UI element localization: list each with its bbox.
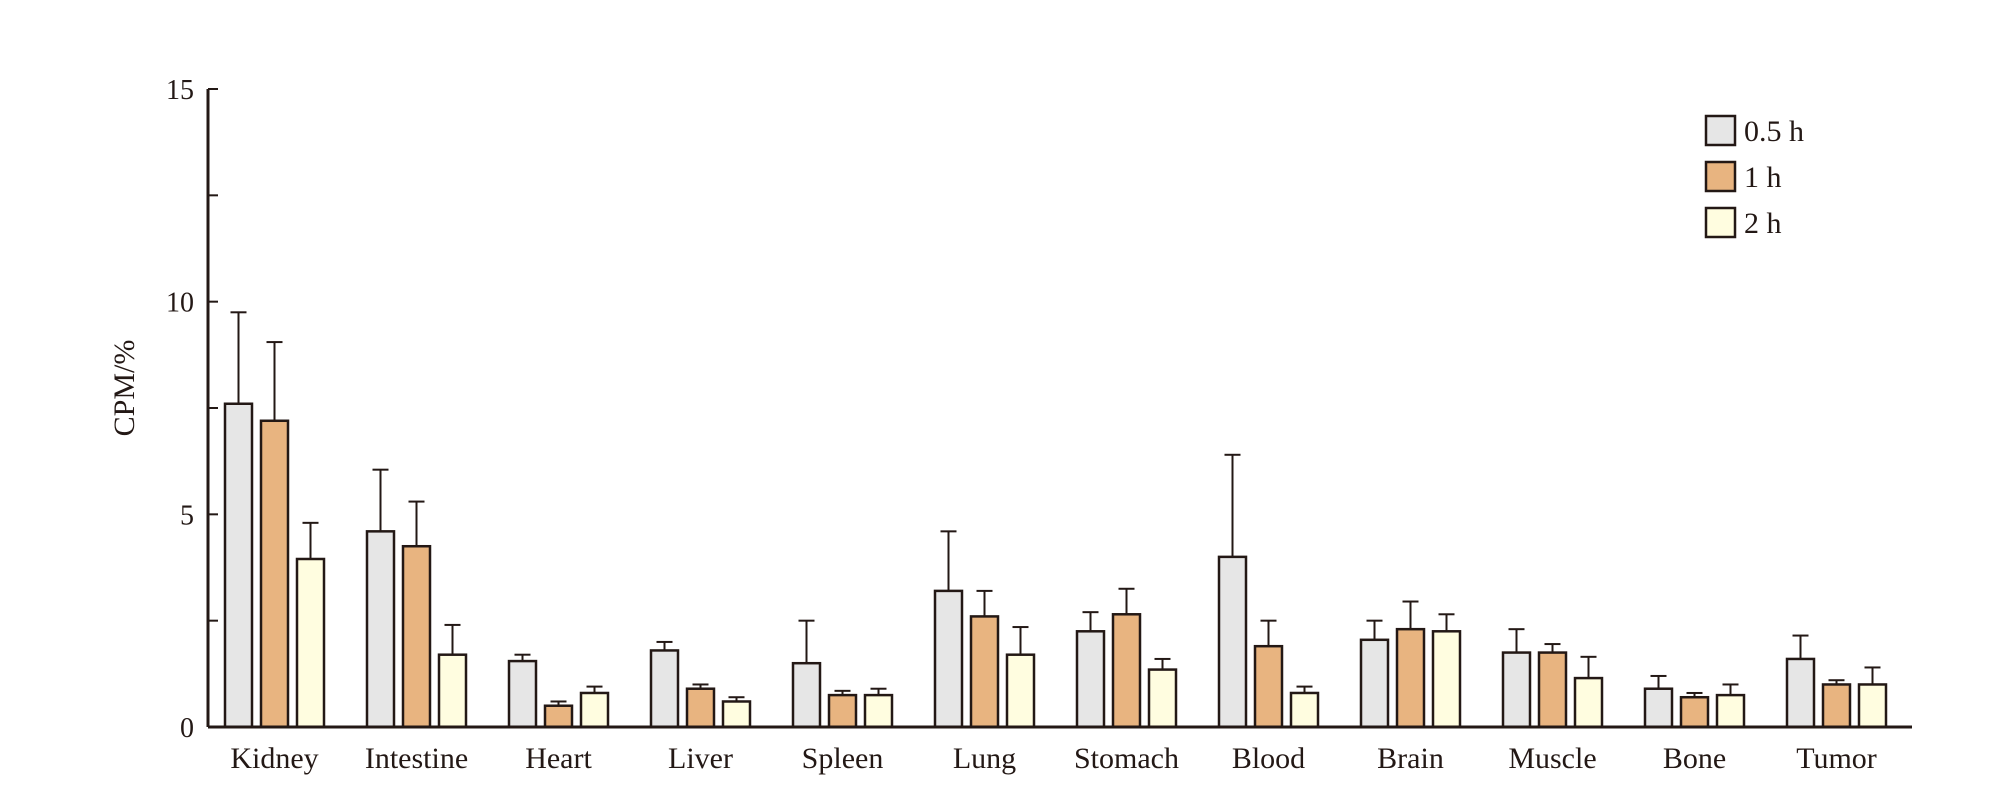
bar xyxy=(1431,630,1462,729)
bar xyxy=(295,557,326,729)
y-ticks-layer: 0 5 10 15 xyxy=(166,75,218,744)
legend-swatch xyxy=(1704,206,1737,239)
bar xyxy=(1395,627,1426,729)
bar xyxy=(969,615,1000,729)
axes-layer xyxy=(206,89,1912,729)
x-tick-label: Stomach xyxy=(1074,742,1179,775)
x-tick-label: Heart xyxy=(525,742,592,775)
bars-layer xyxy=(223,402,1888,729)
x-tick-label: Blood xyxy=(1232,742,1305,775)
x-tick-label: Kidney xyxy=(230,742,318,775)
bar xyxy=(1217,555,1248,729)
bar xyxy=(1537,651,1568,729)
x-tick-label: Spleen xyxy=(802,742,884,775)
legend-label: 1 h xyxy=(1744,161,1782,194)
x-tick-label: Muscle xyxy=(1508,742,1596,775)
bar xyxy=(721,700,752,729)
x-labels-layer: Kidney Intestine Heart Liver Spleen Lung Stoma… xyxy=(230,742,1876,775)
y-tick-label: 5 xyxy=(180,500,194,531)
bar xyxy=(1253,644,1284,729)
bar xyxy=(223,402,254,729)
y-tick-label: 10 xyxy=(166,288,194,319)
bar xyxy=(827,693,858,729)
bar xyxy=(365,530,396,729)
bar xyxy=(863,693,894,729)
bar xyxy=(1821,683,1852,729)
bar xyxy=(1785,657,1816,729)
y-tick-label: 0 xyxy=(180,713,194,744)
x-tick-label: Bone xyxy=(1663,742,1726,775)
legend-swatch xyxy=(1704,114,1737,147)
bar xyxy=(1075,630,1106,729)
bar xyxy=(1573,676,1604,729)
bar xyxy=(791,661,822,729)
y-tick-label: 15 xyxy=(166,75,194,106)
bar xyxy=(1147,668,1178,729)
bar xyxy=(543,704,574,729)
legend-label: 2 h xyxy=(1744,207,1782,240)
y-axis-label: CPM/% xyxy=(108,340,141,437)
bar xyxy=(401,544,432,729)
bar xyxy=(1715,693,1746,729)
bar xyxy=(933,589,964,729)
x-tick-label: Liver xyxy=(668,742,733,775)
x-tick-label: Lung xyxy=(953,742,1016,775)
x-tick-label: Intestine xyxy=(365,742,468,775)
bar xyxy=(1501,651,1532,729)
bar xyxy=(685,687,716,729)
bar xyxy=(649,649,680,729)
legend-swatch xyxy=(1704,160,1737,193)
legend-label: 0.5 h xyxy=(1744,115,1804,148)
bar xyxy=(1359,638,1390,729)
bar xyxy=(1857,683,1888,729)
bar xyxy=(1289,691,1320,729)
error-bars-layer xyxy=(230,311,1881,706)
bar xyxy=(1643,687,1674,729)
bar xyxy=(579,691,610,729)
bar xyxy=(437,653,468,729)
legend: 0.5 h 1 h 2 h xyxy=(1704,114,1804,240)
bar xyxy=(1679,695,1710,729)
x-tick-label: Brain xyxy=(1377,742,1444,775)
bar xyxy=(1111,613,1142,729)
bar xyxy=(507,659,538,729)
bar xyxy=(259,419,290,729)
bar xyxy=(1005,653,1036,729)
x-tick-label: Tumor xyxy=(1796,742,1877,775)
